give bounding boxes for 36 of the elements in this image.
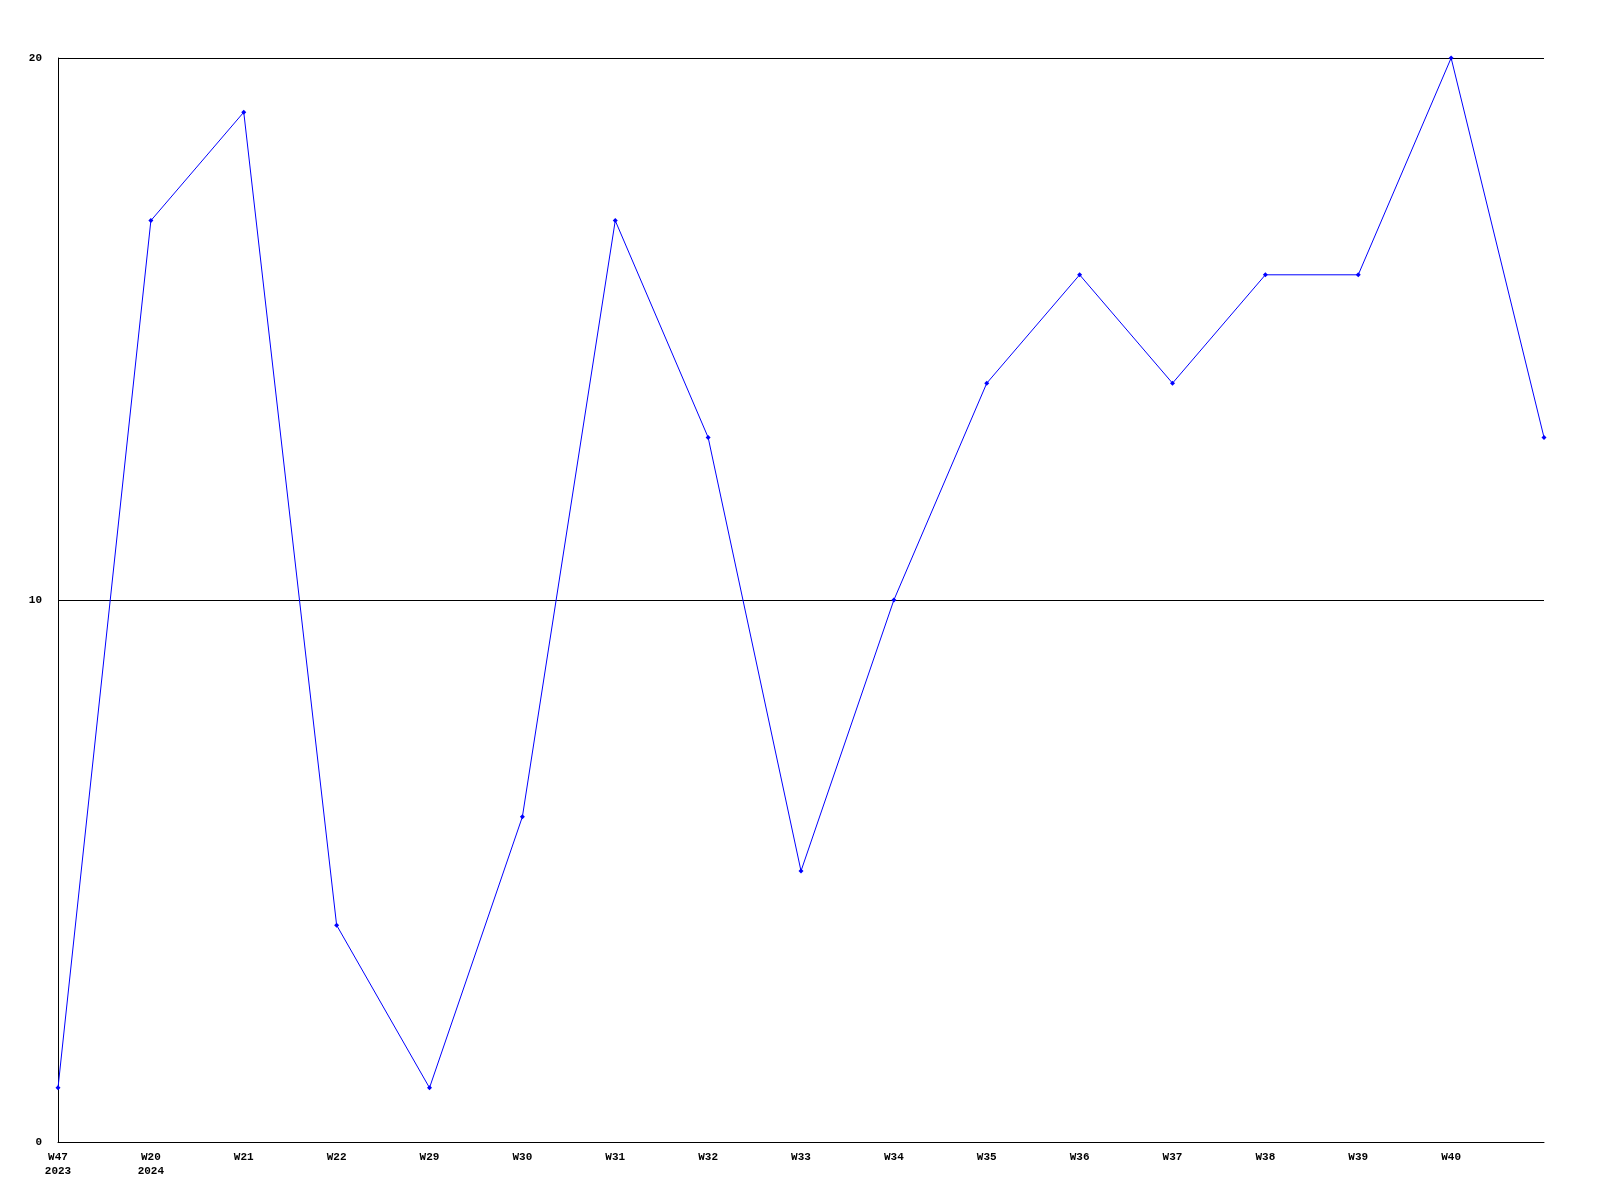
point xyxy=(55,1085,61,1091)
point xyxy=(705,434,711,440)
point xyxy=(427,1085,432,1091)
x-tick-label: W39 xyxy=(1348,1151,1369,1163)
x-tick-label: W21 xyxy=(233,1151,255,1163)
x-tick-label: W37 xyxy=(1162,1151,1183,1163)
x-tick-label: W36 xyxy=(1069,1151,1090,1163)
x-tick-label: W22 xyxy=(326,1151,347,1163)
x-tick-label: W47 2023 xyxy=(44,1151,72,1177)
x-tick-label: W31 xyxy=(605,1151,626,1163)
y-tick-label: 20 xyxy=(28,52,42,64)
point xyxy=(241,109,247,115)
point xyxy=(984,380,990,386)
x-tick-label: W40 xyxy=(1441,1151,1462,1163)
x-tick-label: W38 xyxy=(1255,1151,1276,1163)
x-tick-label: W33 xyxy=(791,1151,812,1163)
point xyxy=(1170,380,1175,386)
point xyxy=(334,922,340,928)
x-tick-label: W32 xyxy=(698,1151,719,1163)
point xyxy=(1541,434,1547,440)
point xyxy=(798,868,804,874)
y-tick-label: 10 xyxy=(28,594,42,606)
x-tick-label: W35 xyxy=(976,1151,998,1163)
x-tick-label: W29 xyxy=(419,1151,440,1163)
point xyxy=(1077,272,1083,278)
point xyxy=(612,218,618,224)
x-tick-label: W30 xyxy=(512,1151,533,1163)
point xyxy=(148,218,154,224)
point xyxy=(891,597,897,603)
x-tick-label: W34 xyxy=(883,1151,905,1163)
point xyxy=(519,814,525,820)
point xyxy=(1262,272,1268,278)
point xyxy=(1355,272,1361,278)
point xyxy=(1448,55,1454,61)
y-tick-label: 0 xyxy=(35,1136,42,1148)
x-tick-label: W20 2024 xyxy=(137,1151,165,1177)
